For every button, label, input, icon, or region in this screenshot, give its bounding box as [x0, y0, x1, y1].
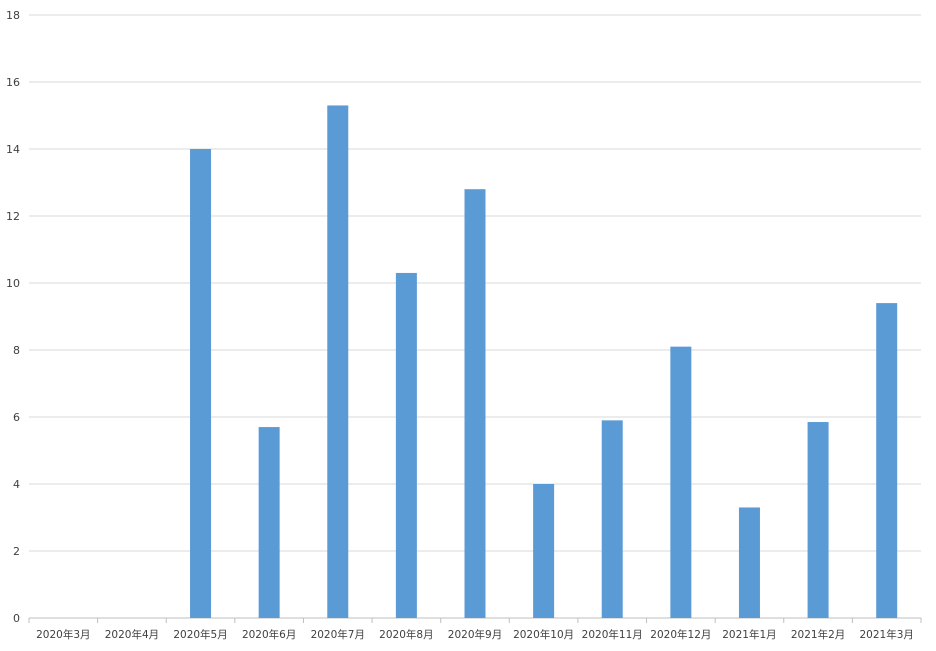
bar	[464, 189, 486, 618]
y-tick-label: 12	[6, 210, 20, 223]
x-tick-label: 2020年7月	[311, 628, 365, 641]
y-tick-label: 6	[13, 411, 20, 424]
bar	[258, 427, 280, 618]
y-tick-label: 0	[13, 612, 20, 625]
y-tick-label: 2	[13, 545, 20, 558]
y-tick-label: 14	[6, 143, 20, 156]
x-tick-label: 2020年4月	[105, 628, 159, 641]
x-tick-label: 2020年3月	[36, 628, 90, 641]
y-tick-label: 10	[6, 277, 20, 290]
x-tick-label: 2021年2月	[791, 628, 845, 641]
x-tick-label: 2020年8月	[379, 628, 433, 641]
bar	[807, 422, 829, 618]
x-tick-label: 2020年5月	[173, 628, 227, 641]
bar	[876, 303, 898, 618]
bar	[190, 149, 212, 618]
bar	[670, 346, 692, 618]
x-tick-label: 2020年12月	[650, 628, 711, 641]
bar	[533, 484, 555, 618]
y-tick-label: 8	[13, 344, 20, 357]
x-tick-label: 2020年9月	[448, 628, 502, 641]
bar	[738, 507, 760, 618]
bar	[601, 420, 623, 618]
x-tick-label: 2020年11月	[582, 628, 643, 641]
x-tick-label: 2021年3月	[859, 628, 913, 641]
y-tick-label: 16	[6, 76, 20, 89]
y-tick-label: 4	[13, 478, 20, 491]
x-axis-ticks: 2020年3月 2020年4月 2020年5月 2020年6月 2020年7月 2020年…	[36, 628, 914, 641]
bar	[327, 105, 349, 618]
bars	[190, 105, 898, 618]
x-tick-label: 2021年1月	[722, 628, 776, 641]
x-tick-label: 2020年6月	[242, 628, 296, 641]
x-tick-label: 2020年10月	[513, 628, 574, 641]
y-tick-label: 18	[6, 9, 20, 22]
y-axis-ticks: 0 2 4 6 8 10 12 14 16 18	[6, 9, 20, 625]
bar	[395, 272, 417, 618]
